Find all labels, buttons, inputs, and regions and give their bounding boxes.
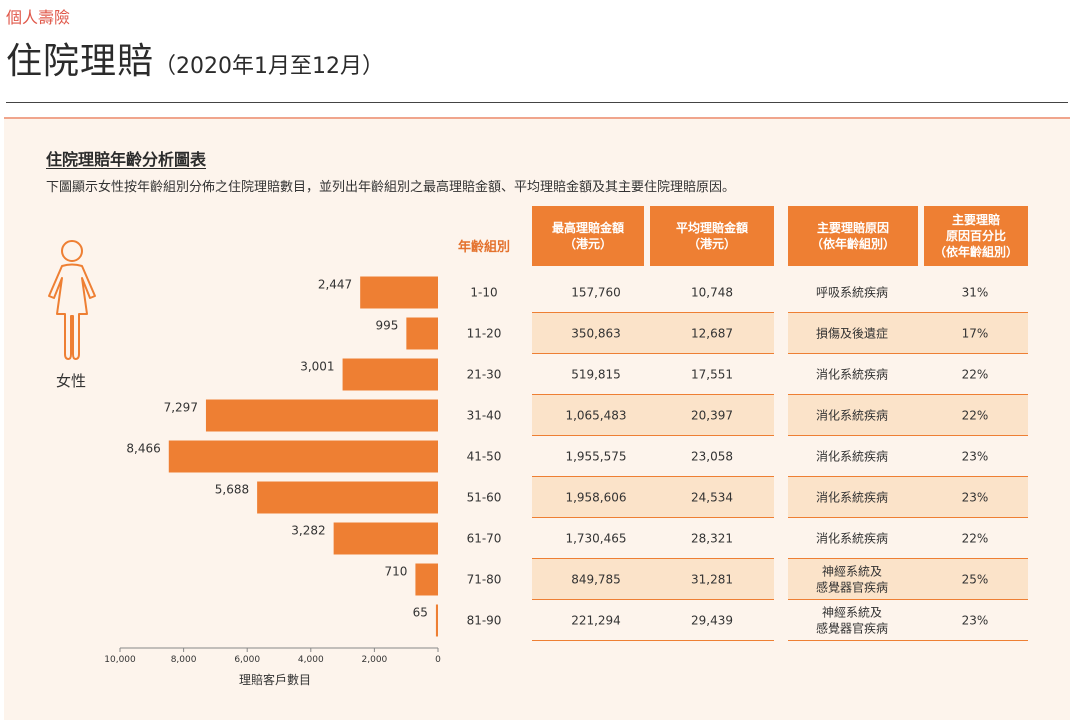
avg-claim-header-line2: （港元） [687, 237, 736, 251]
pct-header-line3: （依年齡組別） [933, 245, 1018, 259]
page-title: 住院理賠（2020年1月至12月） [6, 32, 384, 84]
reason-header-line1: 主要理賠原因 [816, 221, 889, 235]
page-header: 個人壽險 住院理賠（2020年1月至12月） [0, 0, 1080, 104]
female-person-icon [48, 240, 96, 360]
section-title: 住院理賠年齡分析圖表 [46, 150, 207, 169]
max-claim-header-line2: （港元） [563, 237, 612, 251]
avg-claim-header: 平均理賠金額 （港元） [650, 206, 774, 266]
avg-claim-header-line1: 平均理賠金額 [675, 221, 748, 235]
max-claim-header: 最高理賠金額 （港元） [532, 206, 644, 266]
female-label: 女性 [56, 372, 87, 390]
pct-header: 主要理賠 原因百分比 （依年齡組別） [924, 206, 1028, 266]
max-claim-header-line1: 最高理賠金額 [551, 221, 624, 235]
reason-header: 主要理賠原因 （依年齡組別） [788, 206, 918, 266]
age-group-header: 年齡組別 [458, 240, 511, 255]
section-description: 下圖顯示女性按年齡組別分佈之住院理賠數目，並列出年齡組別之最高理賠金額、平均理賠… [46, 180, 736, 195]
pct-header-line1: 主要理賠 [951, 213, 1000, 227]
page-title-period: （2020年1月至12月） [154, 54, 384, 79]
pct-header-line2: 原因百分比 [945, 229, 1006, 243]
header-divider [6, 102, 1068, 103]
reason-header-line2: （依年齡組別） [810, 237, 895, 251]
page-title-main: 住院理賠 [6, 41, 155, 82]
breadcrumb: 個人壽險 [6, 8, 71, 27]
